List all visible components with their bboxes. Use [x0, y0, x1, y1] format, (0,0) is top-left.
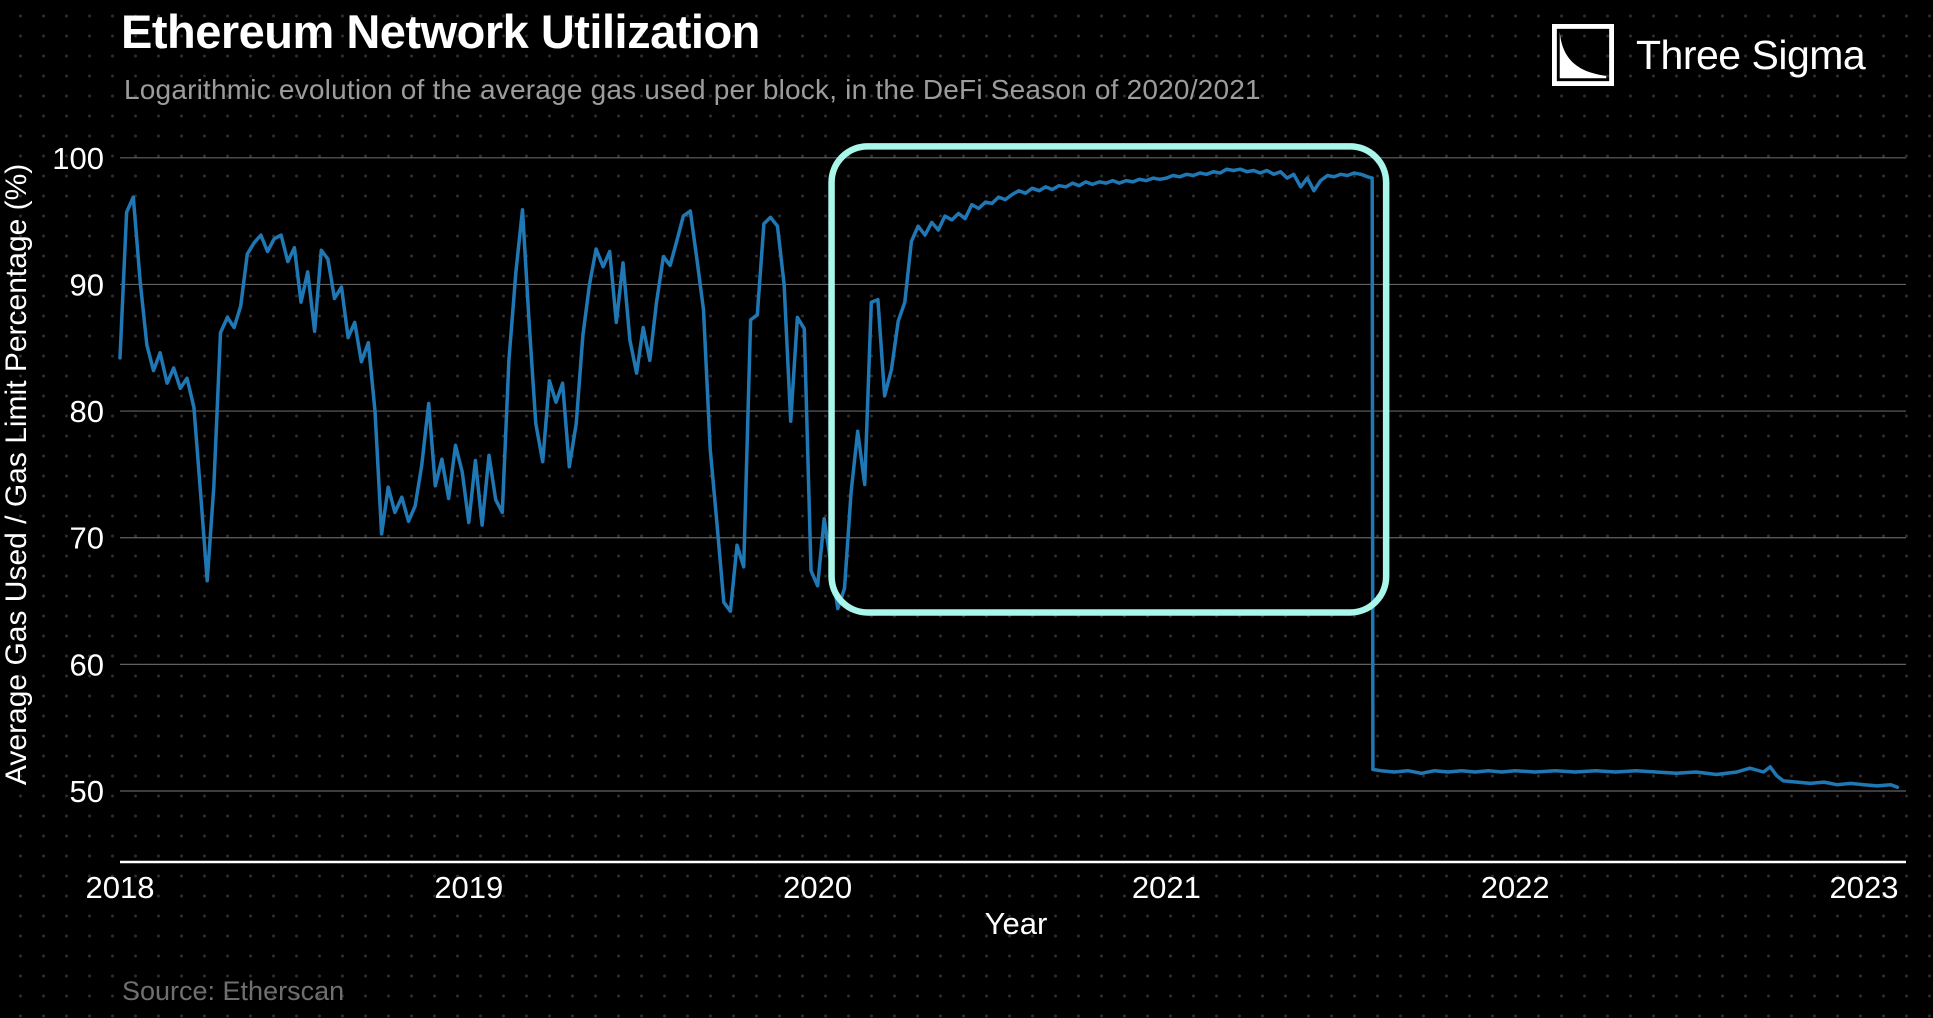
brand-logo: Three Sigma	[1552, 24, 1866, 86]
x-axis-title: Year	[985, 906, 1048, 941]
data-line	[118, 167, 1900, 789]
highlight-box	[828, 143, 1390, 616]
x-tick-label: 2022	[1481, 870, 1550, 905]
x-tick-label: 2021	[1132, 870, 1201, 905]
y-tick-label: 50	[70, 774, 104, 809]
y-tick-label: 100	[52, 141, 104, 176]
x-tick-label: 2020	[783, 870, 852, 905]
three-sigma-logo-icon	[1552, 24, 1614, 86]
y-tick-label: 90	[70, 267, 104, 302]
x-tick-label: 2019	[434, 870, 503, 905]
chart-subtitle: Logarithmic evolution of the average gas…	[124, 74, 1261, 105]
y-axis-title: Average Gas Used / Gas Limit Percentage …	[0, 164, 33, 785]
page-title: Ethereum Network Utilization	[121, 5, 760, 58]
source-caption: Source: Etherscan	[122, 976, 345, 1006]
y-tick-label: 70	[70, 521, 104, 556]
y-tick-label: 60	[70, 647, 104, 682]
brand-name: Three Sigma	[1636, 31, 1866, 78]
y-tick-label: 80	[70, 394, 104, 429]
x-tick-label: 2023	[1830, 870, 1899, 905]
x-tick-label: 2018	[86, 870, 155, 905]
